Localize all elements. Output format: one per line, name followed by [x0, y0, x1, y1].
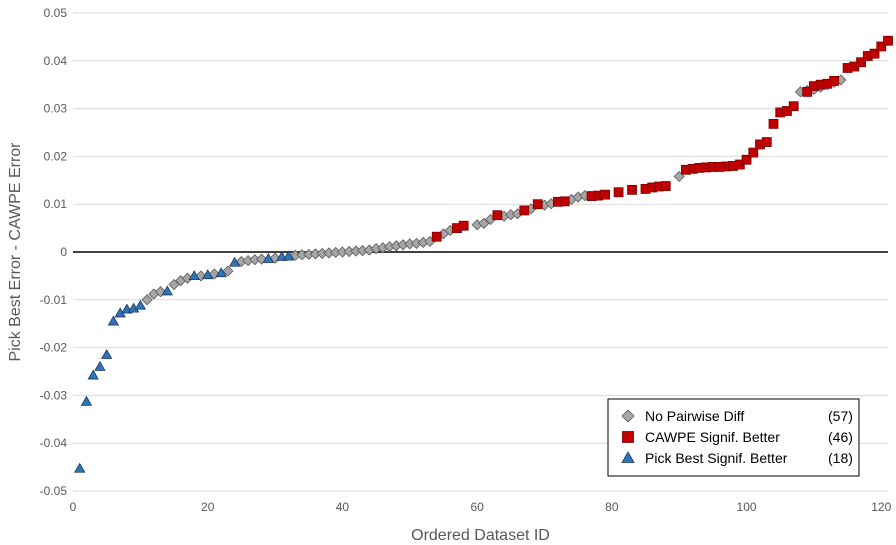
- data-point: [141, 294, 153, 306]
- data-point: [228, 256, 241, 267]
- y-tick-label: 0.01: [44, 197, 68, 211]
- data-point: [660, 181, 671, 191]
- series-triangle: [74, 250, 295, 473]
- y-tick-label: -0.05: [40, 484, 68, 498]
- legend-item: Pick Best Signif. Better (18): [621, 450, 853, 466]
- x-tick-label: 80: [605, 500, 619, 514]
- legend-count: (46): [828, 429, 853, 445]
- data-point: [883, 35, 893, 46]
- data-point: [741, 154, 752, 165]
- x-axis-ticks: 0 20 40 60 80 100 120: [70, 500, 892, 514]
- data-point: [134, 299, 147, 310]
- data-point: [458, 220, 469, 231]
- data-points: [74, 35, 893, 473]
- y-tick-label: -0.01: [40, 293, 68, 307]
- data-point: [215, 267, 227, 278]
- legend-item: CAWPE Signif. Better (46): [622, 429, 853, 445]
- data-point: [222, 265, 234, 277]
- y-tick-label: -0.03: [40, 388, 68, 402]
- legend-box: [607, 398, 860, 477]
- y-tick-label: 0: [60, 245, 67, 259]
- y-tick-label: -0.02: [40, 341, 68, 355]
- legend-label: No Pairwise Diff: [645, 408, 744, 424]
- y-tick-label: 0.02: [44, 149, 68, 163]
- x-axis-title: Ordered Dataset ID: [411, 527, 550, 544]
- x-tick-label: 20: [201, 500, 215, 514]
- data-point: [768, 118, 779, 129]
- data-point: [94, 360, 106, 371]
- data-point: [876, 41, 887, 52]
- data-point: [282, 250, 295, 261]
- data-point: [202, 269, 214, 280]
- data-point: [788, 101, 799, 112]
- data-point: [188, 270, 200, 281]
- y-axis-ticks: -0.05 -0.04 -0.03 -0.02 -0.01 0 0.01 0.02 0.03 0.…: [40, 6, 68, 498]
- legend-marker: [622, 431, 634, 443]
- data-point: [856, 57, 866, 68]
- x-tick-label: 60: [470, 500, 484, 514]
- data-point: [519, 205, 530, 216]
- data-point: [262, 252, 275, 263]
- legend-marker: [621, 451, 635, 463]
- data-point: [761, 137, 772, 147]
- legend-item: No Pairwise Diff (57): [621, 408, 853, 424]
- data-point: [627, 184, 637, 195]
- legend-label: Pick Best Signif. Better: [645, 450, 788, 466]
- data-point: [532, 199, 543, 210]
- series-diamond: [141, 74, 847, 306]
- legend-count: (57): [828, 408, 853, 424]
- legend-count: (18): [828, 450, 853, 466]
- y-tick-label: 0.04: [44, 54, 68, 68]
- data-point: [107, 315, 120, 326]
- x-tick-label: 120: [871, 500, 891, 514]
- data-point: [714, 162, 725, 172]
- data-point: [802, 86, 813, 97]
- data-point: [613, 187, 624, 198]
- x-tick-label: 100: [737, 500, 757, 514]
- legend: No Pairwise Diff (57) CAWPE Signif. Better…: [607, 398, 860, 477]
- data-point: [431, 231, 442, 242]
- data-point: [869, 48, 880, 59]
- data-point: [87, 369, 99, 380]
- data-point: [600, 189, 611, 200]
- legend-label: CAWPE Signif. Better: [645, 429, 780, 445]
- data-point: [161, 285, 173, 296]
- data-point: [748, 147, 759, 158]
- data-point: [559, 196, 570, 207]
- y-tick-label: 0.03: [44, 102, 68, 116]
- data-point: [80, 395, 93, 406]
- legend-marker: [621, 409, 635, 423]
- data-point: [492, 210, 503, 221]
- y-tick-label: -0.04: [40, 436, 68, 450]
- x-tick-label: 0: [70, 500, 77, 514]
- series-square: [431, 35, 893, 242]
- data-point: [74, 462, 86, 473]
- y-axis-title: Pick Best Error - CAWPE Error: [7, 142, 24, 362]
- x-tick-label: 40: [336, 500, 350, 514]
- data-point: [829, 75, 840, 86]
- y-tick-label: 0.05: [44, 6, 68, 20]
- data-point: [100, 348, 113, 359]
- gridlines: [73, 12, 888, 492]
